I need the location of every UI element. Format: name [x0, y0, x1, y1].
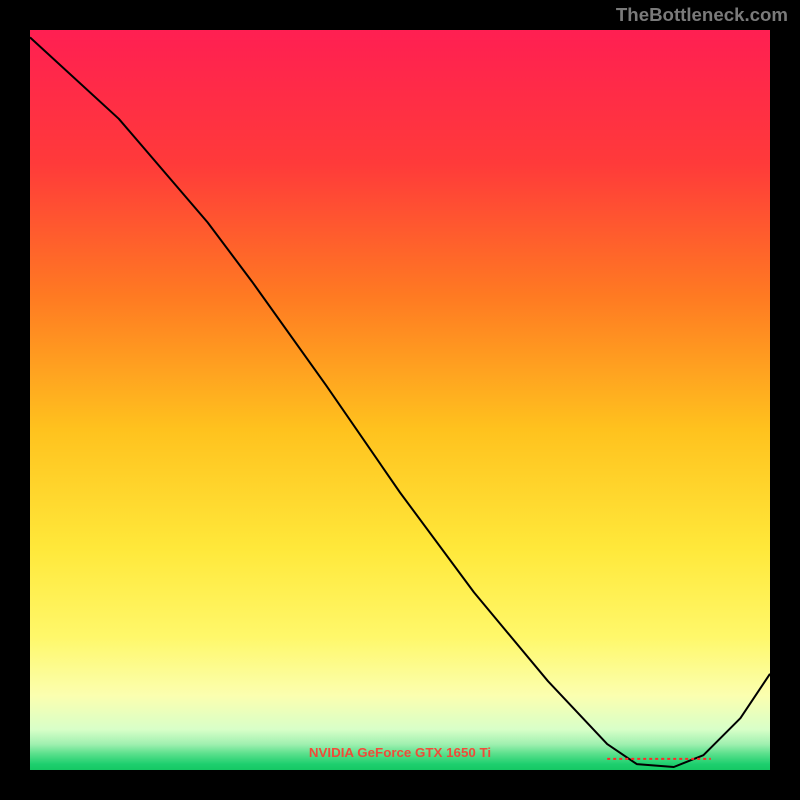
gradient-background: [30, 30, 770, 770]
watermark-text: TheBottleneck.com: [616, 4, 788, 26]
x-axis-label: NVIDIA GeForce GTX 1650 Ti: [309, 745, 491, 760]
